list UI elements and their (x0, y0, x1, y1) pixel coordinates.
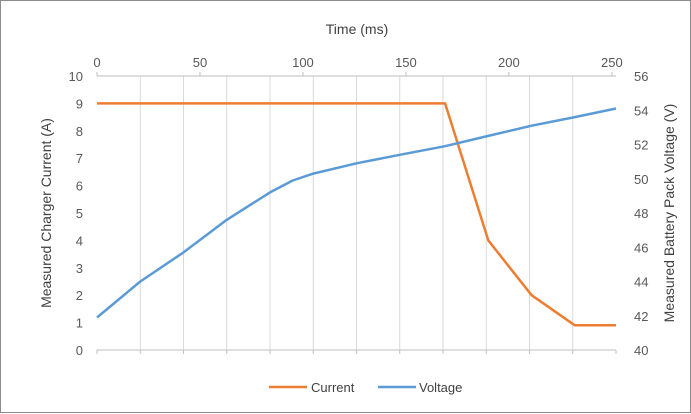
legend-label-voltage: Voltage (419, 380, 462, 395)
x-tick-label: 250 (601, 55, 623, 70)
series-line-voltage (96, 107, 617, 319)
x-axis-title: Time (ms) (326, 21, 388, 37)
x-tick-label: 0 (93, 55, 100, 70)
y-tick-label: 6 (76, 179, 83, 194)
axes (96, 72, 617, 354)
y-tick-label: 10 (69, 69, 83, 84)
y2-tick-label: 42 (634, 309, 648, 324)
y-tick-label: 1 (76, 316, 83, 331)
series-layer (96, 102, 617, 327)
y2-tick-label: 44 (634, 275, 648, 290)
y2-tick-label: 56 (634, 69, 648, 84)
y2-tick-label: 54 (634, 103, 648, 118)
y-tick-label: 8 (76, 124, 83, 139)
y2-tick-label: 50 (634, 172, 648, 187)
x-tick-label: 200 (498, 55, 520, 70)
y-tick-label: 3 (76, 261, 83, 276)
y2-axis-title: Measured Battery Pack Voltage (V) (661, 104, 677, 323)
legend: Current Voltage (269, 380, 462, 395)
x-tick-label: 100 (292, 55, 314, 70)
y-tick-label: 0 (76, 343, 83, 358)
y-tick-label: 4 (76, 233, 83, 248)
y-tick-label: 9 (76, 96, 83, 111)
y-tick-label: 5 (76, 206, 83, 221)
y2-tick-label: 46 (634, 240, 648, 255)
x-tick-label: 150 (395, 55, 417, 70)
x-tick-label: 50 (193, 55, 207, 70)
y2-tick-label: 48 (634, 206, 648, 221)
legend-label-current: Current (311, 380, 355, 395)
y-tick-label: 7 (76, 151, 83, 166)
y-tick-label: 2 (76, 288, 83, 303)
grid (139, 76, 574, 350)
tick-labels: 0 50 100 150 200 2500123456789104042444648505… (69, 55, 649, 358)
y2-tick-label: 52 (634, 138, 648, 153)
series-line-current (97, 102, 616, 327)
y-axis-title: Measured Charger Current (A) (38, 118, 54, 308)
y2-tick-label: 40 (634, 343, 648, 358)
